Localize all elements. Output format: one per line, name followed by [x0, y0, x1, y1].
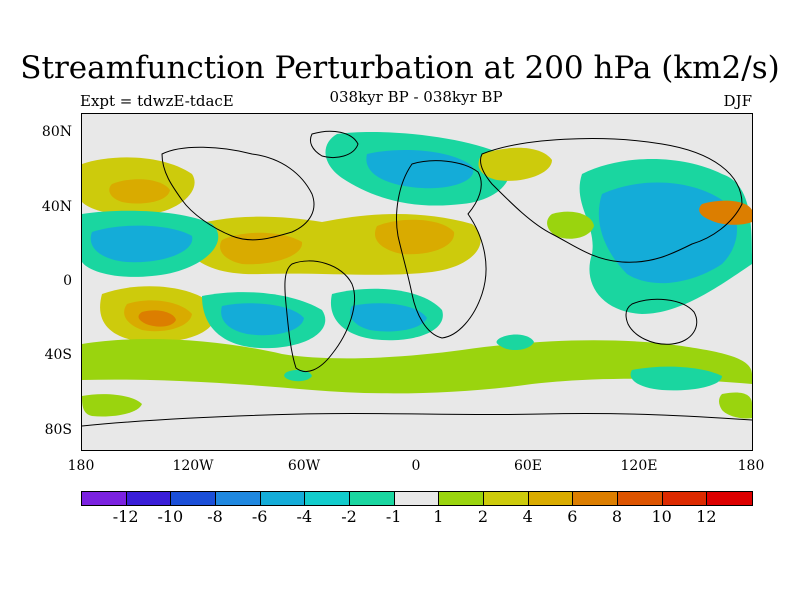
- colorbar-label: 10: [651, 507, 672, 526]
- lat-label-40s: 40S: [44, 347, 72, 363]
- contour-pos-indian: [547, 211, 594, 239]
- colorbar-swatch: [394, 492, 440, 505]
- colorbar-swatch: [483, 492, 529, 505]
- contour-neg-arctic-core: [366, 150, 474, 189]
- contour-neg-south-indian: [630, 366, 722, 391]
- colorbar-swatch: [528, 492, 574, 505]
- colorbar-label: -12: [112, 507, 139, 526]
- contour-neg-south-pacific-core: [221, 303, 304, 336]
- colorbar-swatch: [126, 492, 172, 505]
- contour-pos-south-pacific-inner: [138, 310, 176, 327]
- coastline-asia: [479, 138, 743, 263]
- colorbar-swatch: [349, 492, 395, 505]
- colorbar-label: -8: [207, 507, 223, 526]
- contour-pos-far-south-east: [719, 392, 752, 419]
- lon-label-120w: 120W: [172, 458, 214, 474]
- coastline-europe-africa: [396, 160, 487, 339]
- contour-pos-north-pacific-core: [109, 179, 170, 204]
- experiment-label: Expt = tdwzE-tdacE: [80, 92, 234, 110]
- coastline-north-america: [161, 146, 315, 241]
- colorbar-swatch: [215, 492, 261, 505]
- contour-neg-north-pacific-core: [90, 225, 193, 263]
- season-label: DJF: [723, 92, 752, 110]
- coastline-layer: [82, 130, 752, 427]
- contour-neg-south-indian-small: [496, 334, 534, 350]
- lon-label-60w: 60W: [287, 458, 321, 474]
- contour-pos-pacific-east: [699, 200, 752, 225]
- colorbar-swatch: [662, 492, 708, 505]
- contour-pos-central-america: [220, 232, 303, 265]
- colorbar-swatch: [305, 492, 350, 505]
- colorbar: [81, 491, 753, 506]
- colorbar-label: -6: [251, 507, 268, 526]
- colorbar-label: -10: [157, 507, 184, 526]
- colorbar-label: 8: [611, 507, 623, 526]
- contour-neg-south-america-tip: [284, 369, 312, 382]
- colorbar-label: 2: [477, 507, 489, 526]
- colorbar-swatch: [707, 492, 752, 505]
- lat-label-80n: 80N: [41, 124, 72, 140]
- map-panel: [81, 113, 753, 451]
- coastline-australia: [625, 298, 698, 345]
- period-label: 038kyr BP - 038kyr BP: [329, 88, 503, 106]
- lat-label-40n: 40N: [41, 199, 72, 215]
- coastline-antarctica: [82, 412, 752, 427]
- coastline-south-america: [284, 260, 356, 372]
- colorbar-swatch: [171, 492, 216, 505]
- colorbar-swatch: [573, 492, 618, 505]
- colorbar-swatch: [439, 492, 484, 505]
- lon-label-180e: 180: [737, 458, 765, 474]
- colorbar-swatch: [617, 492, 663, 505]
- contour-pos-far-south: [82, 394, 142, 417]
- colorbar-label: 6: [567, 507, 578, 526]
- map-svg: [82, 130, 752, 427]
- lat-label-80s: 80S: [44, 422, 72, 438]
- contour-pos-atlantic-core: [374, 219, 455, 255]
- plot-title: Streamfunction Perturbation at 200 hPa (…: [20, 50, 780, 86]
- lon-label-0: 0: [411, 458, 421, 474]
- colorbar-label: 1: [433, 507, 444, 526]
- lat-label-0: 0: [63, 273, 72, 289]
- lon-label-60e: 60E: [513, 458, 543, 474]
- colorbar-label: -2: [341, 507, 357, 526]
- colorbar-label: 4: [522, 507, 533, 526]
- contour-pos-north-asia: [478, 147, 552, 181]
- contour-neg-south-atlantic-core: [350, 303, 427, 332]
- colorbar-label: -4: [296, 507, 313, 526]
- lon-label-180w: 180: [67, 458, 95, 474]
- contour-pos-southern-ocean: [82, 339, 752, 394]
- colorbar-label: 12: [696, 507, 717, 526]
- coastline-greenland: [309, 130, 359, 158]
- contour-fill-layer: [82, 132, 752, 419]
- lon-label-120e: 120E: [620, 458, 658, 474]
- colorbar-swatch: [260, 492, 306, 505]
- colorbar-swatch: [82, 492, 127, 505]
- colorbar-label: -1: [385, 507, 402, 526]
